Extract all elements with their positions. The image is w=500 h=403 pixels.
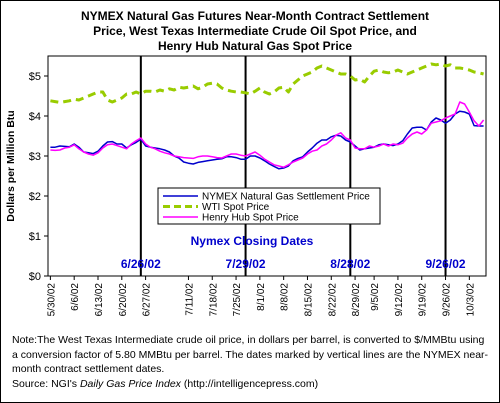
- x-tick-label: 7/18/02: [208, 283, 219, 317]
- x-tick-label: 8/1/02: [256, 283, 267, 311]
- x-tick-label: 6/27/02: [142, 283, 153, 317]
- y-tick-label: $4: [29, 111, 41, 123]
- legend-label: Henry Hub Spot Price: [202, 213, 299, 224]
- x-tick-label: 7/11/02: [184, 283, 195, 316]
- x-tick-label: 5/30/02: [46, 283, 57, 317]
- x-tick-label: 9/26/02: [442, 283, 453, 317]
- series-line-2: [50, 101, 485, 168]
- settlement-date-label: 9/26/02: [426, 257, 466, 271]
- settlement-date-label: 6/26/02: [121, 257, 161, 271]
- legend-label: NYMEX Natural Gas Settlement Price: [202, 192, 370, 203]
- x-tick-label: 9/5/02: [370, 283, 381, 311]
- x-tick-label: 8/22/02: [327, 283, 338, 317]
- x-tick-label: 9/12/02: [394, 283, 405, 317]
- x-tick-label: 9/19/02: [418, 283, 429, 317]
- x-tick-label: 8/29/02: [351, 283, 362, 317]
- y-tick-label: $3: [29, 151, 41, 163]
- x-tick-label: 6/13/02: [94, 283, 105, 317]
- x-tick-label: 8/8/02: [280, 283, 291, 311]
- note-text: Note:The West Texas Intermediate crude o…: [12, 334, 489, 375]
- source-line: Source: NGI's Daily Gas Price Index (htt…: [12, 378, 318, 390]
- source-suffix: (http://intelligencepress.com): [180, 377, 319, 390]
- y-tick-label: $0: [29, 271, 41, 283]
- x-tick-label: 7/25/02: [232, 283, 243, 317]
- series-line-1: [50, 62, 484, 104]
- chart-note: Note:The West Texas Intermediate crude o…: [12, 333, 492, 391]
- chart-title: NYMEX Natural Gas Futures Near-Month Con…: [80, 9, 430, 53]
- legend-label: WTI Spot Price: [202, 202, 270, 213]
- source-prefix: Source: NGI's: [12, 377, 80, 390]
- y-tick-label: $1: [29, 231, 41, 243]
- marker-caption: Nymex Closing Dates: [191, 234, 314, 248]
- y-tick-label: $5: [29, 71, 41, 83]
- x-tick-label: 10/3/02: [465, 283, 476, 317]
- x-tick-label: 6/20/02: [118, 283, 129, 317]
- series-line-0: [50, 110, 484, 170]
- settlement-date-label: 7/29/02: [226, 257, 266, 271]
- x-tick-label: 8/15/02: [303, 283, 314, 317]
- source-title: Daily Gas Price Index: [79, 377, 181, 390]
- x-tick-label: 6/6/02: [70, 283, 81, 311]
- y-tick-label: $2: [29, 191, 41, 203]
- legend-box: [157, 187, 381, 225]
- y-axis-label: Dollars per Million Btu: [5, 110, 17, 221]
- settlement-date-label: 8/28/02: [330, 257, 370, 271]
